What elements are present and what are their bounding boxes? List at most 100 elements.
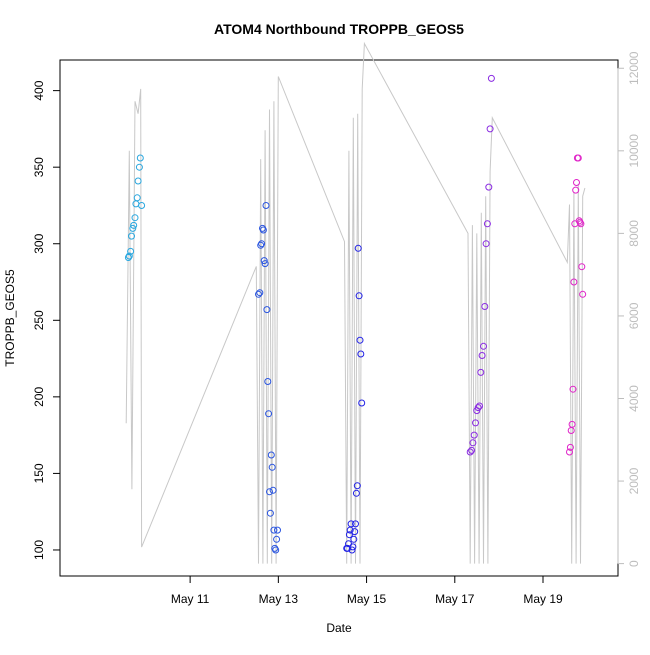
data-point [266, 509, 274, 517]
data-point [468, 446, 476, 454]
data-point [258, 240, 266, 248]
data-point [578, 263, 586, 271]
data-point [265, 410, 273, 418]
data-point [476, 402, 483, 410]
data-point [358, 399, 366, 407]
data-point [129, 224, 137, 232]
data-point [483, 220, 491, 228]
y-axis-right: 0 2000 4000 6000 8000 10000 12000 [617, 51, 641, 567]
x-tick-label: May 11 [171, 592, 210, 606]
y2-tick-label: 10000 [627, 134, 641, 168]
data-point [482, 240, 490, 248]
data-point [480, 342, 487, 350]
y2-tick-label: 0 [627, 560, 641, 567]
y-axis-left: 100 150 200 250 300 350 400 [32, 80, 61, 560]
data-point [573, 179, 580, 186]
data-point [355, 292, 363, 300]
data-point [273, 535, 281, 543]
y2-tick-label: 8000 [627, 220, 641, 247]
series-3 [343, 244, 366, 554]
data-point [274, 526, 281, 534]
data-point [270, 526, 278, 534]
data-point [136, 154, 144, 162]
points-layer [124, 74, 587, 554]
data-point [474, 404, 482, 412]
data-point [353, 482, 361, 490]
y-tick-label: 150 [32, 463, 46, 483]
data-point [478, 352, 486, 359]
data-point [130, 221, 138, 229]
x-tick-label: May 13 [259, 592, 299, 606]
data-point [352, 520, 359, 528]
y2-tick-label: 4000 [627, 385, 641, 412]
data-point [266, 488, 273, 496]
data-point [269, 486, 277, 494]
data-point [124, 254, 132, 261]
data-point [566, 448, 573, 456]
data-point [135, 163, 143, 171]
data-point [134, 177, 142, 185]
data-point [466, 448, 474, 456]
data-point [348, 546, 356, 554]
y-tick-label: 250 [32, 310, 46, 330]
data-point [486, 125, 494, 133]
y2-tick-label: 6000 [627, 302, 641, 329]
data-point [131, 214, 139, 222]
x-axis: May 11 May 13 May 15 May 17 May 19 [171, 575, 563, 606]
data-point [347, 520, 355, 528]
data-point [349, 543, 357, 551]
y2-tick-label: 12000 [627, 51, 641, 85]
data-point [263, 306, 271, 314]
data-point [570, 278, 578, 286]
data-point [127, 247, 135, 255]
altitude-line-layer [125, 41, 586, 564]
data-point [472, 419, 479, 427]
y2-tick-label: 2000 [627, 467, 641, 494]
data-point [357, 350, 365, 358]
x-tick-label: May 19 [523, 592, 563, 606]
y-tick-label: 300 [32, 233, 46, 253]
series-5 [566, 154, 587, 456]
data-point [469, 439, 477, 447]
x-tick-label: May 15 [347, 592, 387, 606]
data-point [354, 244, 362, 252]
series-1 [124, 154, 146, 261]
data-point [261, 260, 269, 268]
chart-title: ATOM4 Northbound TROPPB_GEOS5 [214, 21, 464, 37]
y-tick-label: 350 [32, 157, 46, 177]
data-point [566, 443, 574, 451]
data-point [485, 183, 493, 191]
altitude-line [125, 41, 586, 564]
data-point [259, 226, 267, 234]
data-point [345, 531, 353, 539]
data-point [351, 528, 359, 536]
data-point [579, 290, 587, 298]
series-2 [255, 202, 281, 554]
data-point [138, 202, 146, 209]
y-tick-label: 100 [32, 540, 46, 560]
data-point [125, 252, 133, 260]
data-point [481, 303, 489, 310]
data-point [260, 257, 268, 265]
y-tick-label: 200 [32, 387, 46, 407]
data-point [133, 194, 141, 202]
data-point [272, 546, 280, 554]
data-point [477, 368, 485, 376]
data-point [356, 336, 364, 344]
data-point [268, 463, 276, 471]
data-point [256, 289, 264, 297]
data-point [352, 489, 360, 497]
series-4 [466, 74, 495, 456]
data-point [569, 385, 577, 393]
x-tick-label: May 17 [435, 592, 475, 606]
data-point [128, 232, 135, 240]
data-point [572, 186, 580, 194]
data-point [255, 290, 262, 298]
data-point [267, 451, 275, 459]
data-point [350, 535, 358, 543]
data-point [262, 202, 270, 209]
data-point [574, 154, 582, 162]
